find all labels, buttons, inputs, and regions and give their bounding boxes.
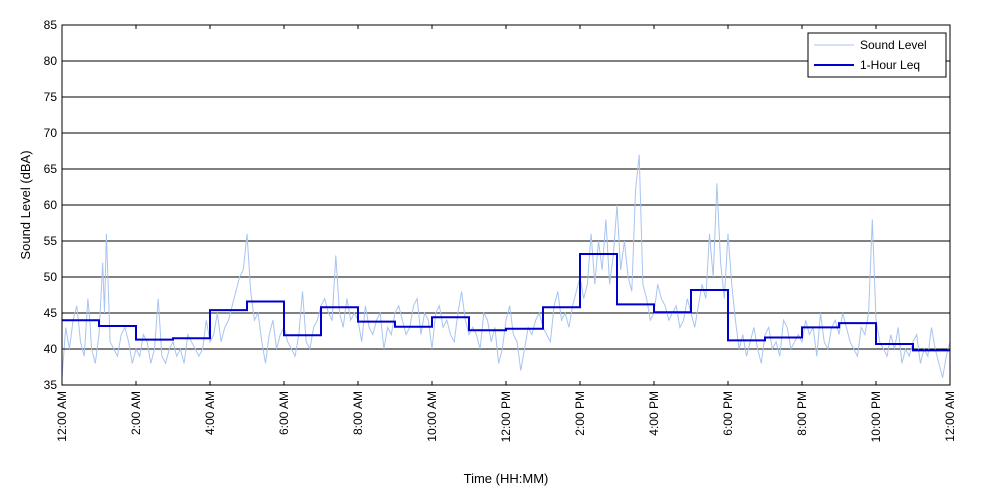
y-tick-label: 50 xyxy=(44,270,58,284)
x-tick-label: 2:00 PM xyxy=(573,391,587,436)
x-tick-label: 10:00 AM xyxy=(425,391,439,442)
legend-label-sound-level: Sound Level xyxy=(860,38,927,52)
y-axis-title: Sound Level (dBA) xyxy=(18,150,33,259)
x-tick-label: 8:00 PM xyxy=(795,391,809,436)
x-tick-label: 6:00 PM xyxy=(721,391,735,436)
x-tick-label: 12:00 AM xyxy=(55,391,69,442)
y-tick-label: 55 xyxy=(44,234,58,248)
legend-label-1-hour-leq: 1-Hour Leq xyxy=(860,58,920,72)
y-tick-label: 40 xyxy=(44,342,58,356)
y-tick-label: 85 xyxy=(44,18,58,32)
y-tick-label: 75 xyxy=(44,90,58,104)
series-layer xyxy=(61,154,951,378)
y-tick-label: 35 xyxy=(44,378,58,392)
x-axis-ticks: 12:00 AM 2:00 AM 4:00 AM 6:00 AM 8:00 AM 10:0… xyxy=(55,25,957,442)
y-tick-label: 65 xyxy=(44,162,58,176)
y-tick-label: 45 xyxy=(44,306,58,320)
x-tick-label: 6:00 AM xyxy=(277,391,291,435)
x-tick-label: 12:00 PM xyxy=(499,391,513,442)
x-tick-label: 4:00 AM xyxy=(203,391,217,435)
x-axis-title: Time (HH:MM) xyxy=(464,471,549,486)
series-1-hour-leq-step xyxy=(62,253,950,352)
legend: Sound Level 1-Hour Leq xyxy=(807,32,947,78)
y-tick-label: 80 xyxy=(44,54,58,68)
series-sound-level-line xyxy=(61,154,951,378)
x-tick-label: 8:00 AM xyxy=(351,391,365,435)
x-tick-label: 2:00 AM xyxy=(129,391,143,435)
grid-lines xyxy=(62,60,950,350)
y-axis-ticks: 35 40 45 50 55 60 65 70 75 80 85 xyxy=(44,18,66,392)
x-tick-label: 4:00 PM xyxy=(647,391,661,436)
legend-box xyxy=(807,32,947,78)
x-tick-label: 12:00 AM xyxy=(943,391,957,442)
y-tick-label: 60 xyxy=(44,198,58,212)
y-tick-label: 70 xyxy=(44,126,58,140)
x-tick-label: 10:00 PM xyxy=(869,391,883,442)
